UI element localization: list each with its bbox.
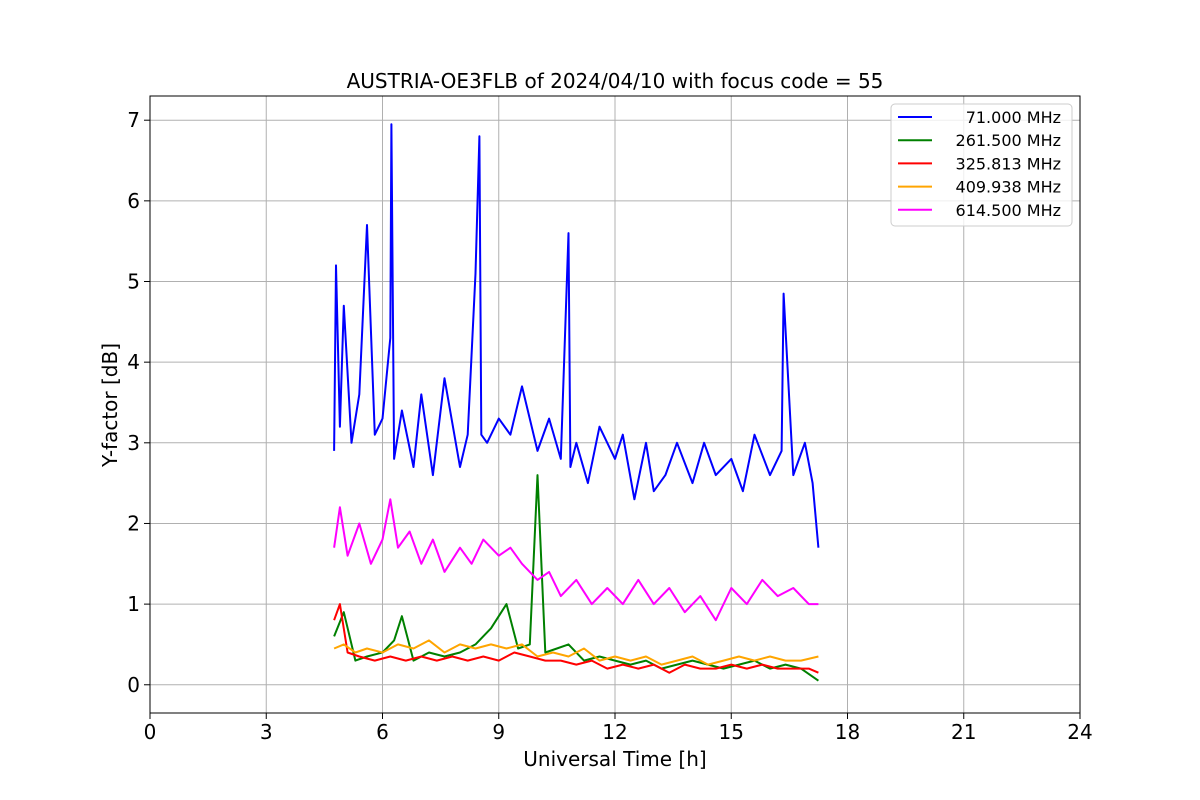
series-line-2 xyxy=(333,603,819,674)
legend-label-3: 409.938 MHz xyxy=(956,178,1061,197)
legend-label-0: 71.000 MHz xyxy=(966,108,1061,127)
legend-label-1: 261.500 MHz xyxy=(956,131,1061,150)
x-tick-label: 3 xyxy=(260,720,273,744)
series-line-0 xyxy=(333,123,820,548)
chart-title: AUSTRIA-OE3FLB of 2024/04/10 with focus … xyxy=(347,69,884,93)
series-line-1 xyxy=(333,474,819,682)
x-tick-label: 12 xyxy=(602,720,627,744)
y-tick-label: 3 xyxy=(127,431,140,455)
y-tick-label: 6 xyxy=(127,189,140,213)
y-tick-label: 7 xyxy=(127,108,140,132)
y-tick-label: 4 xyxy=(127,350,140,374)
legend-label-4: 614.500 MHz xyxy=(956,201,1061,220)
legend-box xyxy=(890,103,1073,227)
y-tick-label: 2 xyxy=(127,511,140,535)
series-line-3 xyxy=(333,639,819,666)
y-tick-label: 0 xyxy=(127,673,140,697)
x-tick-label: 24 xyxy=(1067,720,1092,744)
y-tick-label: 5 xyxy=(127,270,140,294)
x-tick-label: 0 xyxy=(144,720,157,744)
y-tick-label: 1 xyxy=(127,592,140,616)
x-axis-label: Universal Time [h] xyxy=(523,747,706,771)
y-axis-label: Y-factor [dB] xyxy=(98,343,122,468)
x-tick-label: 15 xyxy=(719,720,744,744)
x-tick-label: 6 xyxy=(376,720,389,744)
x-tick-label: 21 xyxy=(951,720,976,744)
legend: 71.000 MHz 261.500 MHz 325.813 MHz 409.938 … xyxy=(890,103,1073,227)
series-layer xyxy=(333,123,820,682)
legend-label-2: 325.813 MHz xyxy=(956,154,1061,173)
series-line-4 xyxy=(333,498,819,622)
x-tick-label: 18 xyxy=(835,720,860,744)
x-tick-label: 9 xyxy=(492,720,505,744)
